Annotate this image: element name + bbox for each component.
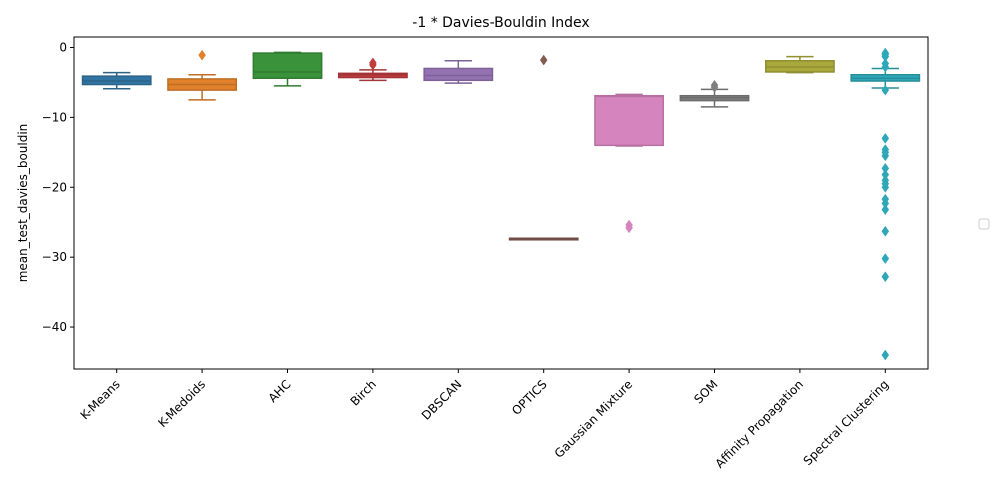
box-group (337, 57, 408, 82)
outlier-point (881, 271, 890, 283)
y-axis-label: mean_test_davies_bouldin (16, 124, 30, 283)
outlier-point (881, 61, 890, 73)
x-tick-label: DBSCAN (419, 377, 465, 423)
box-group (594, 93, 665, 234)
outlier-point (539, 54, 548, 66)
box-group (764, 55, 835, 74)
box-iqr (594, 94, 665, 147)
box-group (252, 51, 323, 87)
x-tick-label: Birch (348, 377, 379, 408)
outlier-point (881, 132, 890, 144)
x-tick-label: Affinity Propagation (712, 377, 806, 471)
y-tick-label: 0 (59, 40, 67, 54)
box-group (508, 54, 579, 241)
x-tick-label: Spectral Clustering (801, 377, 892, 468)
outlier-point (881, 204, 890, 216)
box-group (167, 49, 238, 101)
outlier-point (881, 225, 890, 237)
y-tick-label: −20 (42, 180, 67, 194)
box-group (81, 71, 152, 90)
x-tick-label: K-Means (78, 377, 123, 422)
box-group (423, 60, 494, 84)
legend-box (978, 218, 990, 230)
outlier-point (369, 59, 377, 71)
x-axis: K-Means K-Medoids AHC Birch DBSCAN OPTICS Gaus… (78, 369, 892, 471)
outlier-point (198, 49, 206, 61)
outlier-point (625, 222, 633, 234)
x-tick-label: AHC (266, 377, 294, 405)
y-axis: 0 −10 −20 −30 −40 (42, 40, 74, 334)
box-group (850, 47, 921, 361)
y-tick-label: −10 (42, 110, 67, 124)
outlier-point (881, 84, 890, 96)
x-tick-label: Gaussian Mixture (552, 377, 635, 460)
x-tick-label: OPTICS (509, 377, 550, 418)
chart-title: -1 * Davies-Bouldin Index (412, 15, 589, 31)
y-tick-label: −40 (42, 320, 67, 334)
outlier-point (881, 150, 890, 162)
x-tick-label: K-Medoids (155, 377, 208, 430)
outlier-point (881, 253, 890, 265)
outlier-point (881, 349, 890, 361)
x-tick-label: SOM (691, 377, 720, 406)
plot-area (81, 47, 921, 361)
plot-frame (73, 36, 929, 370)
outlier-point (881, 181, 890, 193)
y-tick-label: −30 (42, 250, 67, 264)
box-iqr (252, 52, 323, 79)
box-iqr (423, 67, 494, 82)
outlier-point (710, 81, 719, 93)
box-group (679, 79, 750, 108)
